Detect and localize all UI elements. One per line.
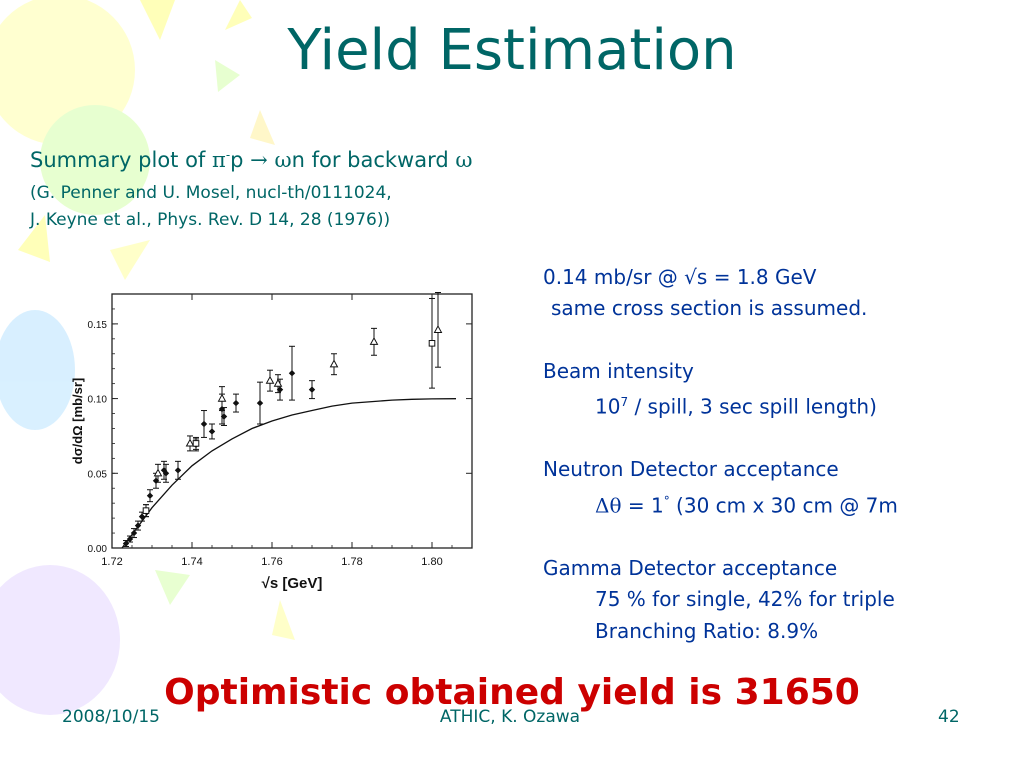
data-point-triangle: [153, 468, 163, 477]
x-tick-label: 1.74: [181, 556, 202, 568]
energy-prefix: 0.14 mb/sr @: [543, 265, 685, 289]
beam-exponent: 7: [620, 395, 629, 410]
energy-value: s = 1.8 GeV: [696, 265, 817, 289]
data-point-triangle: [369, 336, 379, 345]
data-point-square: [142, 507, 150, 514]
summary-rest: n for backward: [291, 148, 456, 172]
omega-symbol: ω: [274, 148, 292, 172]
plot-frame: [111, 293, 473, 549]
summary-prefix: Summary plot of: [30, 148, 212, 172]
neutron-angle: = 1: [621, 493, 664, 518]
x-tick-label: 1.80: [421, 556, 442, 568]
neutron-detail: Δθ = 1° (30 cm x 30 cm @ 7m: [543, 486, 898, 522]
data-point-diamond: [130, 529, 138, 537]
theory-curve: [121, 398, 457, 549]
sqrt-symbol: √: [684, 265, 697, 289]
data-point-triangle: [185, 438, 195, 447]
delta-theta-symbol: Δθ: [595, 493, 622, 518]
reference-line-2: J. Keyne et al., Phys. Rev. D 14, 28 (19…: [30, 210, 391, 230]
info-line-energy: 0.14 mb/sr @ √s = 1.8 GeV: [543, 262, 898, 293]
data-point-diamond: [276, 386, 284, 393]
footer-date: 2008/10/15: [62, 707, 160, 727]
gamma-title: Gamma Detector acceptance: [543, 555, 838, 580]
data-point-diamond: [200, 420, 208, 428]
data-point-triangle: [273, 378, 283, 387]
data-point-diamond: [232, 399, 240, 407]
data-point-diamond: [138, 513, 146, 520]
x-tick-label: 1.72: [101, 556, 122, 568]
summary-heading: Summary plot of π-p → ωn for backward ω: [30, 148, 472, 172]
data-point-diamond: [162, 470, 170, 477]
degree-sup: °: [663, 493, 670, 508]
data-point-triangle: [433, 325, 443, 333]
arrow-icon: →: [250, 148, 268, 172]
data-point-triangle: [329, 359, 339, 368]
omega-symbol-2: ω: [455, 148, 473, 172]
y-tick-label: 0.05: [88, 469, 108, 480]
data-point-diamond: [174, 467, 182, 474]
minus-sup: -: [225, 148, 231, 162]
info-panel: 0.14 mb/sr @ √s = 1.8 GeV same cross sec…: [543, 262, 898, 647]
y-tick-label: 0.00: [88, 544, 108, 555]
slide-title: Yield Estimation: [287, 18, 737, 83]
data-point-square: [428, 340, 436, 347]
beam-rest: / spill, 3 sec spill length): [628, 394, 877, 419]
proton-label: p: [230, 148, 251, 172]
data-point-diamond: [152, 477, 160, 484]
neutron-size: (30 cm x 30 cm @ 7m: [669, 493, 898, 518]
x-tick-label: 1.78: [341, 556, 362, 568]
yield-statement: Optimistic obtained yield is 31650: [164, 672, 860, 713]
beam-title: Beam intensity: [543, 358, 694, 383]
data-point-diamond: [308, 386, 316, 393]
data-point-square: [192, 440, 200, 447]
gamma-branching: Branching Ratio: 8.9%: [595, 618, 819, 643]
data-point-triangle: [217, 393, 227, 402]
neutron-title: Neutron Detector acceptance: [543, 457, 839, 482]
data-point-diamond: [220, 413, 228, 420]
footer-page-number: 42: [938, 707, 960, 727]
info-line-assumption: same cross section is assumed.: [551, 296, 868, 321]
beam-base: 10: [595, 394, 621, 419]
data-point-triangle: [265, 375, 275, 384]
y-tick-label: 0.10: [88, 395, 108, 406]
data-point-diamond: [146, 492, 154, 499]
data-point-diamond: [208, 428, 216, 435]
y-axis-label: dσ/dΩ [mb/sr]: [70, 378, 85, 464]
gamma-acceptance: 75 % for single, 42% for triple: [595, 587, 895, 612]
data-point-diamond: [256, 399, 264, 407]
data-point-diamond: [288, 369, 296, 377]
x-tick-label: 1.76: [261, 556, 282, 568]
y-tick-label: 0.15: [88, 320, 108, 331]
footer-center: ATHIC, K. Ozawa: [439, 707, 581, 727]
reference-line-1: (G. Penner and U. Mosel, nucl-th/0111024…: [30, 183, 392, 203]
cross-section-chart: 1.72 1.74 1.76 1.78 1.80 0.00 0.05 0.10 0.15 √s […: [70, 292, 473, 592]
x-axis-label: √s [GeV]: [262, 575, 323, 592]
beam-detail: 107 / spill, 3 sec spill length): [543, 387, 898, 423]
pi-symbol: π: [212, 148, 226, 172]
